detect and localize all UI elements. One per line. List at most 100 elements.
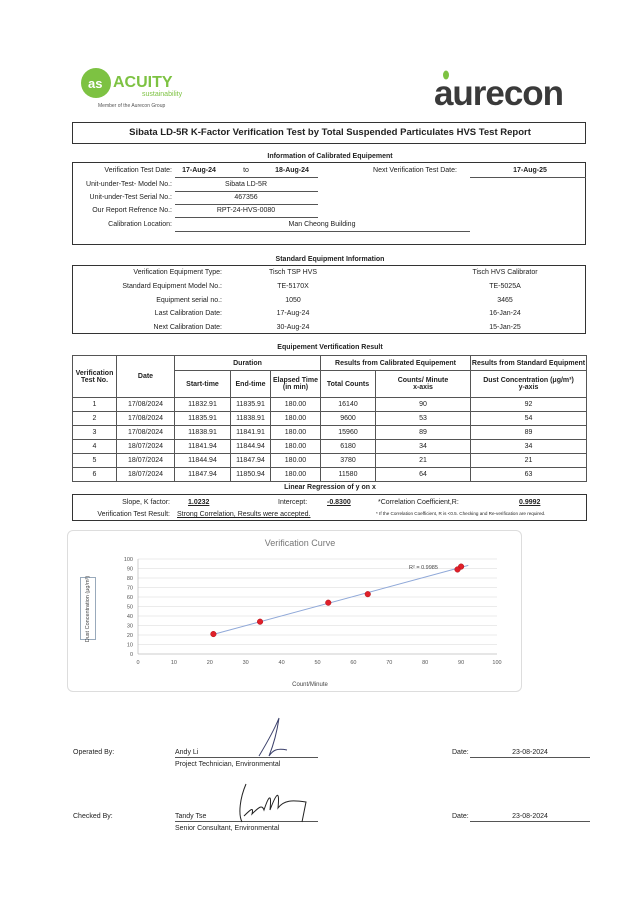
divider bbox=[175, 757, 318, 758]
data-point bbox=[257, 618, 264, 625]
std-calibrator-value: 15-Jan-25 bbox=[489, 324, 521, 332]
x-tick-label: 10 bbox=[171, 660, 177, 666]
divider bbox=[175, 177, 318, 178]
trendline bbox=[213, 564, 469, 635]
std-tsp-value: Tisch TSP HVS bbox=[268, 269, 318, 276]
results-table: Verification Test No. Date Duration Resu… bbox=[72, 355, 587, 482]
result-value: Strong Correlation, Results were accepte… bbox=[177, 511, 311, 518]
header-total: Total Counts bbox=[320, 370, 376, 398]
header-date: Date bbox=[116, 355, 175, 398]
data-point bbox=[210, 631, 217, 638]
y-tick-label: 90 bbox=[127, 567, 133, 573]
regression-note: * If the Correlation Coefficient, R is <… bbox=[376, 511, 546, 516]
header-elapsed: Elapsed Time (in min) bbox=[270, 370, 321, 398]
x-tick-label: 0 bbox=[136, 660, 139, 666]
x-axis-label: x-axis bbox=[413, 384, 433, 391]
divider bbox=[175, 204, 318, 205]
x-tick-label: 20 bbox=[207, 660, 213, 666]
operated-by-title: Project Technician, Environmental bbox=[175, 761, 281, 768]
y-axis-label: y-axis bbox=[518, 384, 539, 391]
slope-label: Slope, K factor: bbox=[122, 499, 170, 506]
y-tick-label: 40 bbox=[127, 614, 133, 620]
std-tsp-value: 30-Aug-24 bbox=[276, 324, 310, 332]
y-tick-label: 0 bbox=[130, 652, 133, 658]
serial-label: Unit-under-Test Serial No.: bbox=[89, 194, 172, 201]
checker-signature bbox=[239, 783, 307, 823]
divider bbox=[175, 191, 318, 192]
divider bbox=[175, 821, 318, 822]
svg-text:aurecon: aurecon bbox=[434, 74, 564, 110]
chart-frame bbox=[67, 530, 522, 692]
x-tick-label: 70 bbox=[386, 660, 392, 666]
table-row: 2 17/08/2024 11835.91 11838.91 180.00 9600 53 5… bbox=[72, 411, 587, 426]
x-tick-label: 40 bbox=[279, 660, 285, 666]
y-tick-label: 100 bbox=[124, 557, 133, 563]
standard-box bbox=[72, 265, 586, 334]
title-box bbox=[72, 122, 586, 144]
next-test-date-label: Next Verification Test Date: bbox=[373, 167, 457, 174]
y-tick-label: 80 bbox=[127, 576, 133, 582]
std-label: Standard Equipment Model No.: bbox=[122, 282, 222, 290]
divider bbox=[470, 177, 586, 178]
table-row: 6 18/07/2024 11847.94 11850.94 180.00 11580 64… bbox=[72, 467, 587, 482]
r-squared-label: R² = 0.9985 bbox=[409, 565, 438, 571]
aurecon-logo-mark: aurecon bbox=[434, 70, 564, 113]
x-axis-title: Count/Minute bbox=[292, 682, 328, 688]
cell-end-time: 11850.94 bbox=[230, 467, 271, 482]
operated-by-label: Operated By: bbox=[73, 749, 115, 756]
operator-signature bbox=[258, 717, 288, 757]
x-tick-label: 80 bbox=[422, 660, 428, 666]
model-label: Unit-under-Test- Model No.: bbox=[86, 181, 172, 188]
dust-label: Dust Concentration (μg/m³) bbox=[483, 377, 574, 384]
checked-by-title: Senior Consultant, Environmental bbox=[175, 825, 280, 832]
checked-date-value: 23-08-2024 bbox=[512, 813, 548, 820]
svg-text:Member of the Aurecon Group: Member of the Aurecon Group bbox=[98, 103, 165, 109]
std-calibrator-value: TE-5025A bbox=[489, 282, 521, 290]
operated-date-label: Date: bbox=[452, 749, 469, 756]
std-calibrator-value: 16-Jan-24 bbox=[489, 310, 521, 318]
regression-heading: Linear Regression of y on x bbox=[284, 484, 376, 491]
r-value: 0.9992 bbox=[519, 499, 541, 506]
calibrated-box bbox=[72, 162, 586, 245]
divider bbox=[470, 821, 590, 822]
header-start: Start-time bbox=[174, 370, 231, 398]
intercept-label: Intercept: bbox=[278, 499, 308, 506]
y-tick-label: 20 bbox=[127, 633, 133, 639]
ref-value: RPT-24-HVS-0080 bbox=[216, 207, 276, 214]
serial-value: 467356 bbox=[234, 194, 258, 201]
std-tsp-value: TE-5170X bbox=[277, 282, 309, 290]
svg-text:as: as bbox=[88, 76, 102, 91]
data-point bbox=[325, 599, 332, 606]
test-date-from: 17-Aug-24 bbox=[182, 167, 216, 174]
aurecon-logo: aurecon bbox=[434, 68, 566, 115]
divider bbox=[175, 217, 318, 218]
y-tick-label: 10 bbox=[127, 643, 133, 649]
intercept-value: -0.8300 bbox=[327, 499, 351, 506]
y-tick-label: 60 bbox=[127, 595, 133, 601]
checked-by-label: Checked By: bbox=[73, 813, 113, 820]
standard-heading: Standard Equipment Information bbox=[275, 256, 385, 263]
chart-title: Verification Curve bbox=[264, 538, 336, 548]
x-tick-label: 90 bbox=[458, 660, 464, 666]
std-tsp-value: 17-Aug-24 bbox=[276, 310, 310, 318]
table-row: 3 17/08/2024 11838.91 11841.91 180.00 15960 89… bbox=[72, 425, 587, 440]
std-label: Equipment serial no.: bbox=[156, 296, 222, 304]
result-label: Verification Test Result: bbox=[97, 511, 170, 518]
data-point bbox=[454, 566, 461, 573]
to-label: to bbox=[243, 167, 249, 174]
std-calibrator-value: Tisch HVS Calibrator bbox=[472, 269, 538, 276]
y-tick-label: 70 bbox=[127, 586, 133, 592]
acuity-logo-mark: as ACUITY sustainability Member of the A… bbox=[81, 68, 183, 109]
data-point bbox=[364, 591, 371, 598]
x-tick-label: 60 bbox=[350, 660, 356, 666]
cpm-label: Counts/ Minute bbox=[397, 377, 449, 384]
operated-by-name: Andy Li bbox=[175, 749, 199, 756]
regression-box bbox=[72, 494, 587, 521]
test-date-label: Verification Test Date: bbox=[104, 167, 172, 174]
y-tick-label: 50 bbox=[127, 605, 133, 611]
slope-value: 1.0232 bbox=[188, 499, 210, 506]
std-calibrator-value: 3465 bbox=[497, 296, 513, 304]
test-date-to: 18-Aug-24 bbox=[275, 167, 309, 174]
